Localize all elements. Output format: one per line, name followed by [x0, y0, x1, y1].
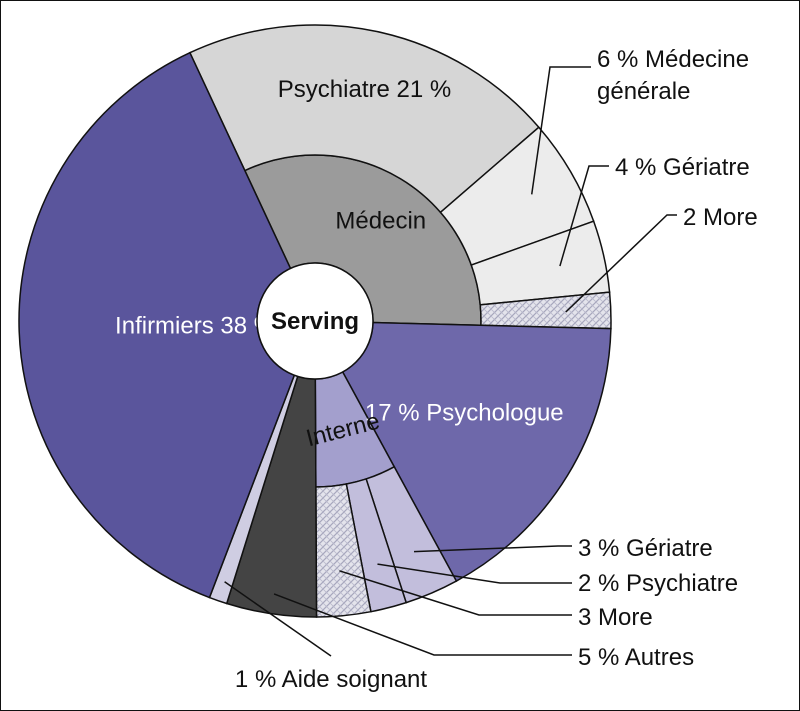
- leader-interne-more: [339, 570, 572, 616]
- slice-medecin-psychiatre: [188, 24, 540, 214]
- leader-autres: [273, 593, 572, 656]
- leader-medecin-more: [565, 214, 677, 313]
- label-medecin-medecine-generale-line-1: 6 % Médecine: [597, 46, 749, 73]
- center-hole: [256, 262, 374, 380]
- label-autres: 5 % Autres: [578, 644, 694, 671]
- leader-interne-geriatre: [413, 545, 572, 553]
- label-interne-more: 3 More: [578, 604, 653, 631]
- label-medecin: Médecin: [335, 208, 426, 235]
- leader-aide-soignant: [224, 581, 332, 657]
- label-aide-soignant: 1 % Aide soignant: [235, 666, 427, 693]
- label-interne-psychiatre: 2 % Psychiatre: [578, 570, 738, 597]
- center-label: Serving: [271, 308, 359, 335]
- label-medecin-medecine-generale-line-2: générale: [597, 78, 690, 105]
- label-medecin-more: 2 More: [683, 204, 758, 231]
- label-medecin-geriatre: 4 % Gériatre: [615, 154, 750, 181]
- label-medecin-psychiatre: Psychiatre 21 %: [278, 76, 451, 103]
- slices-layer: [18, 24, 612, 618]
- label-psychologue: 17 % Psychologue: [365, 399, 564, 426]
- leader-interne-psychiatre: [377, 563, 572, 584]
- leader-lines-layer: [224, 66, 677, 657]
- leader-medecin-medecine-generale: [530, 66, 591, 195]
- leader-medecin-geriatre: [559, 165, 609, 267]
- label-infirmiers: Infirmiers 38 %: [115, 312, 275, 339]
- label-interne-geriatre: 3 % Gériatre: [578, 535, 713, 562]
